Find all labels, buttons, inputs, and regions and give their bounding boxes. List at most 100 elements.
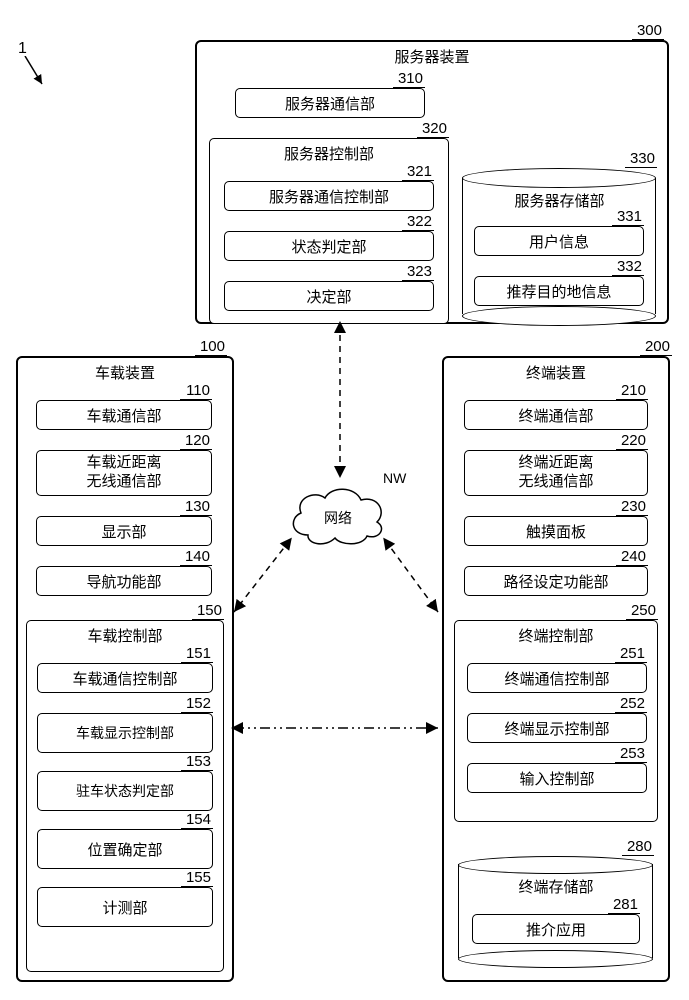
vc2w: 152 车载显示控制部 — [37, 695, 213, 753]
veh-title: 车载装置 — [18, 362, 232, 383]
ss1l: 用户信息 — [529, 231, 589, 252]
sc2n: 322 — [402, 213, 434, 231]
vp1w: 110 车载通信部 — [36, 382, 212, 430]
vc5: 计测部 — [37, 887, 213, 927]
sc2w: 322 状态判定部 — [224, 213, 434, 261]
vp3n: 130 — [180, 498, 212, 516]
server-ctrl: 服务器控制部 321 服务器通信控制部 322 状态判定部 323 决定部 — [209, 138, 449, 324]
server-store-wrap: 330 服务器存储部 331 用户信息 332 推荐目的地信息 — [462, 150, 657, 323]
sc1w: 321 服务器通信控制部 — [224, 163, 434, 211]
ss2w: 332 推荐目的地信息 — [474, 258, 644, 306]
tp4l: 路径设定功能部 — [503, 571, 608, 592]
vc2l: 车载显示控制部 — [76, 723, 174, 743]
tsn: 280 — [622, 838, 654, 856]
sc1l: 服务器通信控制部 — [269, 186, 389, 207]
cloud-label: 网络 — [283, 508, 393, 528]
vctrln: 150 — [192, 602, 224, 620]
vc5n: 155 — [181, 869, 213, 887]
vp3w: 130 显示部 — [36, 498, 212, 546]
tp2l: 终端近距离 无线通信部 — [518, 454, 593, 492]
vc5l: 计测部 — [102, 897, 147, 918]
vp1l: 车载通信部 — [86, 405, 161, 426]
tctrln: 250 — [626, 602, 658, 620]
terminal-module: 终端装置 210 终端通信部 220 终端近距离 无线通信部 230 触摸面板 … — [442, 356, 670, 982]
server-store-cyl: 服务器存储部 331 用户信息 332 推荐目的地信息 — [462, 168, 657, 323]
sc2l: 状态判定部 — [291, 236, 366, 257]
server-ctrl-num: 320 — [417, 120, 449, 138]
tp3w: 230 触摸面板 — [464, 498, 648, 546]
tp1w: 210 终端通信部 — [464, 382, 648, 430]
vctrlw: 150 车载控制部 151 车载通信控制部 152 车载显示控制部 153 驻车… — [26, 602, 224, 972]
vc3l: 驻车状态判定部 — [76, 781, 174, 801]
tp4n: 240 — [616, 548, 648, 566]
term-num-wrap: 200 — [640, 338, 672, 356]
ss2n: 332 — [612, 258, 644, 276]
tctrlw: 250 终端控制部 251 终端通信控制部 252 终端显示控制部 253 输入… — [454, 602, 658, 822]
server-num-wrap: 300 — [632, 22, 664, 40]
vc1: 车载通信控制部 — [37, 663, 213, 693]
tc2n: 252 — [615, 695, 647, 713]
vp2w: 120 车载近距离 无线通信部 — [36, 432, 212, 496]
tc3w: 253 输入控制部 — [467, 745, 647, 793]
server-comm-label: 服务器通信部 — [285, 93, 375, 114]
tp2n: 220 — [616, 432, 648, 450]
ts1w: 281 推介应用 — [472, 896, 640, 944]
ss1n: 331 — [612, 208, 644, 226]
figure-arrow — [20, 56, 50, 91]
ts1l: 推介应用 — [526, 919, 586, 940]
tc3n: 253 — [615, 745, 647, 763]
server-ctrl-title: 服务器控制部 — [210, 143, 448, 164]
tp1l: 终端通信部 — [518, 405, 593, 426]
tc3l: 输入控制部 — [519, 768, 594, 789]
server-ctrl-wrap: 320 服务器控制部 321 服务器通信控制部 322 状态判定部 323 决定… — [209, 120, 449, 324]
cloud-code: NW — [383, 470, 406, 486]
server-comm-num: 310 — [393, 70, 425, 88]
tc2w: 252 终端显示控制部 — [467, 695, 647, 743]
vc1l: 车载通信控制部 — [72, 668, 177, 689]
ss2: 推荐目的地信息 — [474, 276, 644, 306]
server-comm: 服务器通信部 — [235, 88, 425, 118]
tp3l: 触摸面板 — [526, 521, 586, 542]
vp4: 导航功能部 — [36, 566, 212, 596]
figure-number-text: 1 — [18, 40, 27, 57]
vc3w: 153 驻车状态判定部 — [37, 753, 213, 811]
vc2n: 152 — [181, 695, 213, 713]
vc1n: 151 — [181, 645, 213, 663]
vctrlt: 车载控制部 — [27, 625, 223, 646]
vp3: 显示部 — [36, 516, 212, 546]
tp3n: 230 — [616, 498, 648, 516]
vctrl: 车载控制部 151 车载通信控制部 152 车载显示控制部 153 驻车状态判定… — [26, 620, 224, 972]
tp1: 终端通信部 — [464, 400, 648, 430]
tc1n: 251 — [615, 645, 647, 663]
sc3: 决定部 — [224, 281, 434, 311]
vc4w: 154 位置确定部 — [37, 811, 213, 869]
tctrlt: 终端控制部 — [455, 625, 657, 646]
server-num: 300 — [632, 22, 664, 40]
vc4: 位置确定部 — [37, 829, 213, 869]
vp4l: 导航功能部 — [86, 571, 161, 592]
term-title: 终端装置 — [444, 362, 668, 383]
vehicle-module: 车载装置 110 车载通信部 120 车载近距离 无线通信部 130 显示部 1… — [16, 356, 234, 982]
vp2n: 120 — [180, 432, 212, 450]
vp2l: 车载近距离 无线通信部 — [86, 454, 161, 492]
server-module: 服务器装置 310 服务器通信部 320 服务器控制部 321 服务器通信控制部… — [195, 40, 669, 324]
tp1n: 210 — [616, 382, 648, 400]
vc4n: 154 — [181, 811, 213, 829]
ss1: 用户信息 — [474, 226, 644, 256]
tc1w: 251 终端通信控制部 — [467, 645, 647, 693]
tst: 终端存储部 — [458, 876, 654, 897]
sc3l: 决定部 — [306, 286, 351, 307]
sc3w: 323 决定部 — [224, 263, 434, 311]
vp1: 车载通信部 — [36, 400, 212, 430]
veh-num-wrap: 100 — [195, 338, 227, 356]
sc2: 状态判定部 — [224, 231, 434, 261]
tc1l: 终端通信控制部 — [504, 668, 609, 689]
term-num: 200 — [640, 338, 672, 356]
vp2: 车载近距离 无线通信部 — [36, 450, 212, 496]
ss2l: 推荐目的地信息 — [506, 281, 611, 302]
vp3l: 显示部 — [101, 521, 146, 542]
server-comm-wrap: 310 服务器通信部 — [235, 70, 425, 118]
vp1n: 110 — [180, 382, 212, 400]
tc2: 终端显示控制部 — [467, 713, 647, 743]
vc1w: 151 车载通信控制部 — [37, 645, 213, 693]
